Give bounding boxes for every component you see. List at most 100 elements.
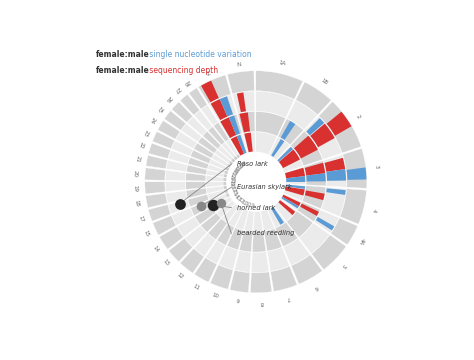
Text: 14: 14: [232, 191, 239, 199]
Wedge shape: [186, 188, 207, 198]
Wedge shape: [343, 148, 367, 188]
Wedge shape: [325, 158, 345, 172]
Wedge shape: [294, 136, 318, 158]
Text: female:male: female:male: [95, 66, 149, 75]
Wedge shape: [291, 131, 322, 166]
Wedge shape: [251, 252, 269, 273]
Wedge shape: [208, 189, 228, 199]
Wedge shape: [201, 213, 221, 232]
Wedge shape: [300, 204, 319, 216]
Text: 17: 17: [137, 214, 144, 222]
Wedge shape: [226, 140, 240, 158]
Wedge shape: [217, 201, 235, 218]
Wedge shape: [186, 173, 206, 181]
Text: 17: 17: [229, 185, 236, 193]
Wedge shape: [284, 167, 306, 185]
Wedge shape: [207, 170, 227, 177]
Wedge shape: [210, 159, 229, 171]
Wedge shape: [206, 176, 226, 181]
Wedge shape: [198, 75, 231, 104]
Text: 11: 11: [240, 199, 248, 207]
Wedge shape: [286, 176, 305, 182]
Text: 23: 23: [142, 128, 149, 136]
Wedge shape: [256, 132, 277, 155]
Wedge shape: [252, 231, 266, 252]
Text: 26: 26: [234, 161, 242, 169]
Text: 10: 10: [211, 292, 220, 300]
Text: female:male: female:male: [95, 50, 149, 59]
Wedge shape: [185, 226, 207, 247]
Text: 13: 13: [162, 259, 171, 267]
Wedge shape: [254, 211, 263, 232]
Wedge shape: [219, 246, 238, 270]
Wedge shape: [285, 186, 305, 195]
Text: 20: 20: [229, 177, 234, 183]
Wedge shape: [278, 119, 303, 145]
Wedge shape: [323, 154, 346, 187]
Wedge shape: [215, 150, 233, 165]
Wedge shape: [172, 208, 194, 225]
Wedge shape: [222, 143, 237, 160]
Wedge shape: [233, 91, 255, 113]
Text: 4: 4: [371, 208, 376, 212]
Wedge shape: [218, 146, 235, 162]
Wedge shape: [210, 265, 233, 289]
Wedge shape: [198, 137, 217, 153]
Wedge shape: [212, 154, 231, 168]
Point: [198, 203, 205, 209]
Wedge shape: [209, 95, 237, 121]
Wedge shape: [316, 217, 334, 230]
Wedge shape: [228, 207, 243, 227]
Text: Raso lark: Raso lark: [237, 161, 267, 167]
Text: 9: 9: [236, 298, 240, 304]
Point: [176, 201, 184, 206]
Wedge shape: [203, 131, 221, 149]
Wedge shape: [194, 143, 214, 158]
Wedge shape: [331, 218, 358, 245]
Text: 1B: 1B: [320, 78, 328, 86]
Wedge shape: [208, 165, 228, 174]
Wedge shape: [235, 209, 248, 230]
Wedge shape: [256, 112, 285, 136]
Wedge shape: [340, 189, 366, 224]
Wedge shape: [191, 201, 212, 216]
Wedge shape: [153, 131, 174, 149]
Wedge shape: [285, 168, 305, 178]
Wedge shape: [286, 185, 305, 189]
Wedge shape: [219, 114, 242, 139]
Point: [217, 200, 225, 206]
Wedge shape: [281, 121, 295, 140]
Wedge shape: [296, 82, 331, 115]
Wedge shape: [305, 190, 325, 200]
Wedge shape: [227, 71, 254, 94]
Wedge shape: [177, 217, 200, 237]
Wedge shape: [283, 238, 310, 265]
Wedge shape: [208, 126, 225, 145]
Wedge shape: [279, 149, 300, 168]
Text: single nucleotide variation: single nucleotide variation: [147, 50, 252, 59]
Wedge shape: [188, 194, 209, 207]
Wedge shape: [220, 96, 233, 117]
Wedge shape: [213, 122, 229, 142]
Wedge shape: [189, 88, 207, 109]
Text: 15: 15: [143, 229, 150, 238]
Text: sequencing depth: sequencing depth: [147, 66, 218, 75]
Text: 11: 11: [192, 283, 201, 291]
Text: horned lark: horned lark: [237, 204, 275, 211]
Wedge shape: [250, 272, 272, 293]
Wedge shape: [238, 112, 255, 133]
Text: 14: 14: [151, 244, 159, 253]
Wedge shape: [231, 136, 244, 156]
Wedge shape: [235, 251, 251, 272]
Wedge shape: [264, 229, 282, 251]
Wedge shape: [244, 211, 254, 231]
Text: 18: 18: [229, 183, 235, 190]
Text: 27: 27: [236, 159, 244, 167]
Wedge shape: [194, 258, 217, 282]
Wedge shape: [346, 167, 366, 180]
Wedge shape: [186, 165, 207, 175]
Wedge shape: [278, 200, 295, 215]
Wedge shape: [176, 132, 197, 149]
Wedge shape: [244, 132, 253, 152]
Text: 24: 24: [148, 116, 156, 124]
